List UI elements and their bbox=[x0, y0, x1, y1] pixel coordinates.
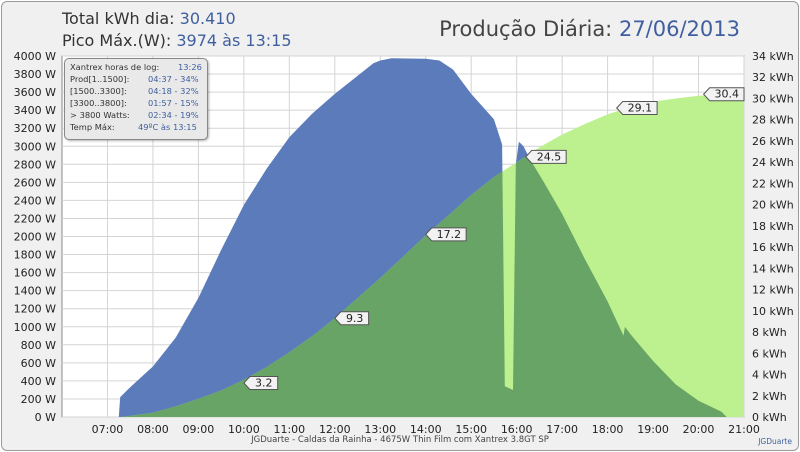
x-tick-label: 20:00 bbox=[683, 423, 715, 436]
y-left-tick-label: 2200 W bbox=[14, 212, 56, 225]
y-right-tick-label: 32 kWh bbox=[752, 71, 794, 84]
info-row: Xantrex horas de log: 13:26 bbox=[70, 62, 202, 73]
x-tick-label: 07:00 bbox=[92, 423, 124, 436]
y-left-tick-label: 2600 W bbox=[14, 176, 56, 189]
data-label-box bbox=[702, 87, 745, 102]
y-left-tick-label: 1200 W bbox=[14, 303, 56, 316]
y-right-tick-label: 26 kWh bbox=[752, 135, 794, 148]
y-left-tick-label: 1800 W bbox=[14, 249, 56, 262]
x-tick-label: 18:00 bbox=[592, 423, 624, 436]
info-row: Prod[1..1500]: 04:37 - 34% bbox=[70, 74, 201, 85]
x-tick-label: 16:00 bbox=[501, 423, 533, 436]
x-tick-label: 09:00 bbox=[183, 423, 215, 436]
y-right-tick-label: 30 kWh bbox=[752, 92, 794, 105]
y-right-tick-label: 34 kWh bbox=[752, 50, 794, 63]
data-label: 3.2 bbox=[255, 377, 273, 390]
y-left-tick-label: 3400 W bbox=[14, 104, 56, 117]
x-tick-label: 11:00 bbox=[273, 423, 305, 436]
y-left-tick-label: 1600 W bbox=[14, 267, 56, 280]
y-right-tick-label: 14 kWh bbox=[752, 262, 794, 275]
brand-label: JGDuarte bbox=[758, 437, 792, 446]
info-value: 13:26 bbox=[178, 62, 202, 72]
y-right-tick-label: 4 kWh bbox=[752, 369, 787, 382]
data-label: 17.2 bbox=[437, 228, 462, 241]
y-left-tick-label: 2800 W bbox=[14, 158, 56, 171]
x-tick-label: 12:00 bbox=[319, 423, 351, 436]
y-left-tick-label: 3600 W bbox=[14, 86, 56, 99]
x-tick-label: 21:00 bbox=[728, 423, 760, 436]
x-tick-label: 08:00 bbox=[137, 423, 169, 436]
y-right-tick-label: 10 kWh bbox=[752, 305, 794, 318]
x-tick-label: 14:00 bbox=[410, 423, 442, 436]
y-left-tick-label: 3200 W bbox=[14, 122, 56, 135]
info-label: Xantrex horas de log: bbox=[70, 62, 160, 72]
chart-title-label: Produção Diária: bbox=[439, 17, 613, 41]
y-left-tick-label: 3000 W bbox=[14, 140, 56, 153]
y-right-tick-label: 6 kWh bbox=[752, 347, 787, 360]
y-left-tick-label: 4000 W bbox=[14, 50, 56, 63]
x-tick-label: 10:00 bbox=[228, 423, 260, 436]
y-left-tick-label: 400 W bbox=[21, 375, 56, 388]
info-label: [1500..3300]: bbox=[70, 86, 127, 96]
peak-power-value: 3974 às 13:15 bbox=[176, 31, 292, 50]
chart-title: Produção Diária: 27/06/2013 bbox=[439, 17, 740, 41]
total-kwh: Total kWh dia: 30.410 bbox=[62, 9, 236, 28]
y-left-tick-label: 1000 W bbox=[14, 321, 56, 334]
x-tick-label: 13:00 bbox=[364, 423, 396, 436]
info-value: 01:57 - 15% bbox=[148, 98, 199, 108]
y-right-tick-label: 2 kWh bbox=[752, 390, 787, 403]
peak-power-label: Pico Máx.(W): bbox=[62, 31, 172, 50]
info-row: Temp Máx: 49ºC às 13:15 bbox=[70, 122, 201, 133]
data-label: 30.4 bbox=[715, 88, 740, 101]
y-left-tick-label: 800 W bbox=[21, 339, 56, 352]
total-kwh-value: 30.410 bbox=[179, 9, 236, 28]
y-right-tick-label: 18 kWh bbox=[752, 220, 794, 233]
y-right-tick-label: 28 kWh bbox=[752, 114, 794, 127]
info-value: 02:34 - 19% bbox=[148, 110, 199, 120]
info-label: Temp Máx: bbox=[70, 122, 115, 132]
y-left-tick-label: 200 W bbox=[21, 393, 56, 406]
info-label: > 3800 Watts: bbox=[70, 110, 130, 120]
chart-footer: JGDuarte - Caldas da Rainha - 4675W Thin… bbox=[251, 435, 549, 445]
info-value: 04:37 - 34% bbox=[148, 74, 199, 84]
y-left-tick-label: 2400 W bbox=[14, 194, 56, 207]
data-label: 29.1 bbox=[628, 102, 653, 115]
y-left-tick-label: 0 W bbox=[35, 411, 56, 424]
x-tick-label: 19:00 bbox=[637, 423, 669, 436]
info-value: 04:18 - 32% bbox=[148, 86, 199, 96]
y-right-tick-label: 24 kWh bbox=[752, 156, 794, 169]
info-row: [1500..3300]: 04:18 - 32% bbox=[70, 86, 201, 97]
y-left-tick-label: 1400 W bbox=[14, 285, 56, 298]
peak-power: Pico Máx.(W): 3974 às 13:15 bbox=[62, 31, 292, 50]
data-label-box bbox=[334, 311, 370, 326]
info-label: [3300..3800]: bbox=[70, 98, 127, 108]
y-right-tick-label: 22 kWh bbox=[752, 177, 794, 190]
x-tick-label: 15:00 bbox=[455, 423, 487, 436]
y-right-tick-label: 12 kWh bbox=[752, 284, 794, 297]
data-label: 24.5 bbox=[537, 150, 562, 163]
y-left-tick-label: 600 W bbox=[21, 357, 56, 370]
y-left-tick-label: 2000 W bbox=[14, 231, 56, 244]
info-row: > 3800 Watts: 02:34 - 19% bbox=[70, 110, 201, 121]
chart-title-date: 27/06/2013 bbox=[618, 17, 740, 41]
y-right-tick-label: 16 kWh bbox=[752, 241, 794, 254]
data-label-box bbox=[525, 149, 567, 164]
x-tick-label: 17:00 bbox=[546, 423, 578, 436]
y-left-tick-label: 3800 W bbox=[14, 68, 56, 81]
data-label: 9.3 bbox=[346, 312, 364, 325]
info-label: Prod[1..1500]: bbox=[70, 74, 130, 84]
total-kwh-label: Total kWh dia: bbox=[62, 9, 175, 28]
data-label-box bbox=[616, 101, 658, 116]
info-value: 49ºC às 13:15 bbox=[138, 122, 197, 132]
y-right-tick-label: 8 kWh bbox=[752, 326, 787, 339]
info-box: Xantrex horas de log: 13:26 Prod[1..1500]… bbox=[64, 58, 208, 140]
y-right-tick-label: 20 kWh bbox=[752, 199, 794, 212]
y-right-tick-label: 0 kWh bbox=[752, 411, 787, 424]
info-row: [3300..3800]: 01:57 - 15% bbox=[70, 98, 201, 109]
data-label-box bbox=[425, 227, 467, 242]
data-label-box bbox=[243, 376, 279, 391]
